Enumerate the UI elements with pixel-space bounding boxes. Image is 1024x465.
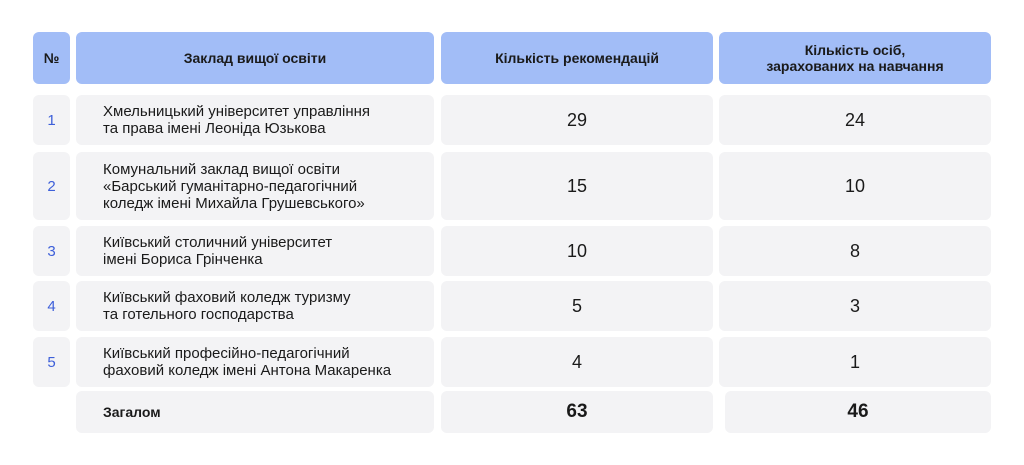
enrolled-value: 3 (849, 295, 860, 316)
row-1-num: 1 (33, 95, 70, 145)
row-3-institution: Київський столичний університет імені Бо… (76, 226, 434, 276)
header-recommendations: Кількість рекомендацій (441, 32, 713, 84)
row-1-enrolled: 24 (719, 95, 991, 145)
row-number: 1 (47, 111, 56, 129)
total-recommendations: 63 (566, 401, 588, 422)
total-label: Загалом (103, 404, 161, 420)
institution-line: та готельного господарства (103, 306, 294, 323)
header-recommendations-label: Кількість рекомендацій (495, 50, 659, 66)
row-number: 4 (47, 297, 56, 315)
header-enrolled: Кількість осіб, зарахованих на навчання (719, 32, 991, 84)
row-5-num: 5 (33, 337, 70, 387)
row-2-institution: Комунальний заклад вищої освіти «Барськи… (76, 152, 434, 220)
row-4-enrolled: 3 (719, 281, 991, 331)
row-4-num: 4 (33, 281, 70, 331)
row-2-num: 2 (33, 152, 70, 220)
header-enrolled-line1: Кількість осіб, (804, 42, 906, 58)
header-num: № (33, 32, 70, 84)
header-institution-label: Заклад вищої освіти (183, 50, 327, 66)
total-enrolled-cell: 46 (725, 391, 991, 433)
row-2-recommendations: 15 (441, 152, 713, 220)
enrolled-value: 10 (844, 175, 866, 196)
enrolled-value: 24 (844, 109, 866, 130)
row-3-recommendations: 10 (441, 226, 713, 276)
recommendations-value: 15 (566, 175, 588, 196)
recommendations-value: 4 (571, 351, 582, 372)
institution-line: коледж імені Михайла Грушевського» (103, 194, 365, 212)
row-5-enrolled: 1 (719, 337, 991, 387)
enrolled-value: 1 (849, 351, 860, 372)
row-number: 3 (47, 242, 56, 260)
institution-line: Комунальний заклад вищої освіти (103, 160, 341, 178)
recommendations-value: 10 (566, 240, 588, 261)
total-recommendations-cell: 63 (441, 391, 713, 433)
total-enrolled: 46 (847, 401, 869, 422)
row-3-enrolled: 8 (719, 226, 991, 276)
enrolled-value: 8 (849, 240, 860, 261)
institution-line: Київський професійно-педагогічний (103, 345, 350, 362)
header-num-label: № (43, 50, 60, 66)
row-2-enrolled: 10 (719, 152, 991, 220)
recommendations-value: 5 (571, 295, 582, 316)
row-3-num: 3 (33, 226, 70, 276)
row-1-institution: Хмельницький університет управління та п… (76, 95, 434, 145)
institution-line: Київський столичний університет (103, 234, 333, 251)
row-5-institution: Київський професійно-педагогічний фахови… (76, 337, 434, 387)
institution-line: фаховий коледж імені Антона Макаренка (103, 362, 392, 379)
row-number: 2 (47, 177, 56, 195)
header-institution: Заклад вищої освіти (76, 32, 434, 84)
row-4-institution: Київський фаховий коледж туризму та готе… (76, 281, 434, 331)
header-enrolled-line2: зарахованих на навчання (766, 58, 944, 74)
recommendations-value: 29 (566, 109, 588, 130)
institution-line: Київський фаховий коледж туризму (103, 289, 351, 306)
institution-line: та права імені Леоніда Юзькова (103, 120, 326, 137)
total-label-cell: Загалом (76, 391, 434, 433)
row-5-recommendations: 4 (441, 337, 713, 387)
row-4-recommendations: 5 (441, 281, 713, 331)
institution-line: імені Бориса Грінченка (103, 251, 263, 268)
institution-line: «Барський гуманітарно-педагогічний (103, 177, 358, 195)
institution-line: Хмельницький університет управління (103, 103, 371, 120)
row-1-recommendations: 29 (441, 95, 713, 145)
row-number: 5 (47, 353, 56, 371)
